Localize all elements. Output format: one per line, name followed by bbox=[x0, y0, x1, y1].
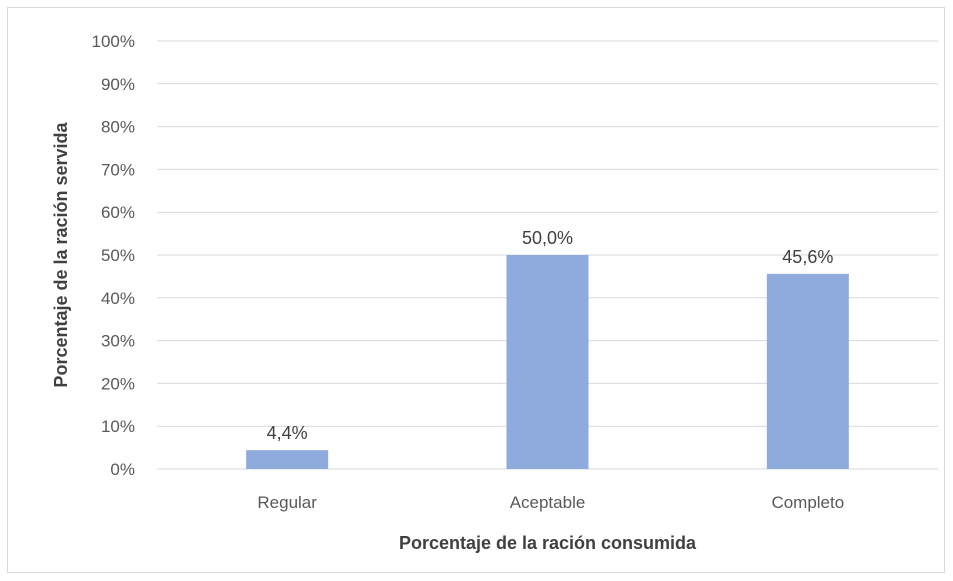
y-tick-label: 20% bbox=[101, 374, 135, 393]
y-tick-label: 70% bbox=[101, 160, 135, 179]
y-tick-label: 90% bbox=[101, 75, 135, 94]
y-tick-label: 50% bbox=[101, 246, 135, 265]
data-label: 45,6% bbox=[782, 247, 833, 267]
x-axis-title: Porcentaje de la ración consumida bbox=[399, 533, 697, 553]
y-tick-labels: 0% 10% 20% 30% 40% 50% 60% 70% 80% 90% 100% bbox=[92, 32, 135, 479]
x-tick-label: Completo bbox=[771, 493, 844, 512]
y-axis-title: Porcentaje de la ración servida bbox=[51, 121, 71, 387]
bar-regular bbox=[246, 450, 329, 469]
y-tick-label: 0% bbox=[110, 460, 135, 479]
y-tick-label: 40% bbox=[101, 289, 135, 308]
x-tick-labels: Regular Aceptable Completo bbox=[257, 493, 844, 512]
y-tick-label: 80% bbox=[101, 118, 135, 137]
data-label: 4,4% bbox=[267, 423, 308, 443]
bar-aceptable bbox=[506, 255, 589, 469]
bars bbox=[246, 255, 849, 469]
y-tick-label: 10% bbox=[101, 417, 135, 436]
x-tick-label: Aceptable bbox=[510, 493, 586, 512]
x-tick-label: Regular bbox=[257, 493, 317, 512]
bar-completo bbox=[766, 273, 849, 469]
y-tick-label: 100% bbox=[92, 32, 135, 51]
data-label: 50,0% bbox=[522, 228, 573, 248]
y-tick-label: 30% bbox=[101, 332, 135, 351]
y-tick-label: 60% bbox=[101, 203, 135, 222]
data-labels: 4,4% 50,0% 45,6% bbox=[267, 228, 834, 443]
